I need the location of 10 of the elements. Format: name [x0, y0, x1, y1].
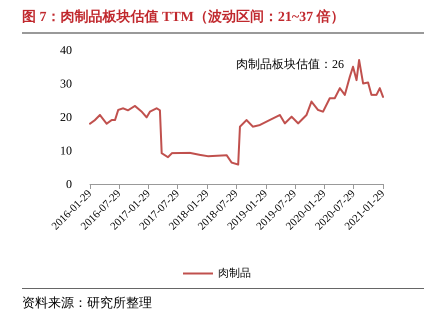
chart-title: 图 7：肉制品板块估值 TTM（波动区间：21~37 倍） — [22, 8, 345, 26]
line-series — [89, 59, 384, 166]
legend-label: 肉制品 — [218, 266, 251, 280]
text: 资料来源：研究所整理 — [22, 294, 152, 312]
y-tick-label: 0 — [66, 177, 72, 191]
y-tick-label: 20 — [60, 110, 72, 124]
annotation: 肉制品板块估值：26 — [236, 57, 344, 71]
y-tick-label: 10 — [60, 144, 72, 158]
y-tick-label: 40 — [60, 43, 72, 57]
y-tick-label: 30 — [60, 76, 72, 90]
